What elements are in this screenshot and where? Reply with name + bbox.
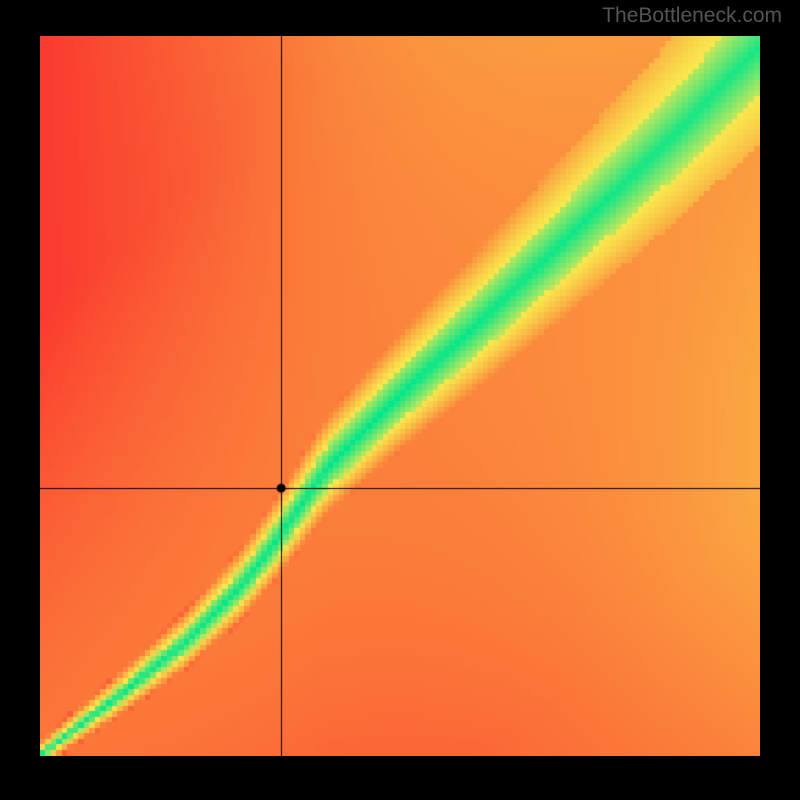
chart-container: TheBottleneck.com bbox=[0, 0, 800, 800]
watermark-text: TheBottleneck.com bbox=[602, 4, 782, 28]
heatmap-canvas bbox=[40, 36, 760, 756]
plot-area bbox=[40, 36, 760, 756]
